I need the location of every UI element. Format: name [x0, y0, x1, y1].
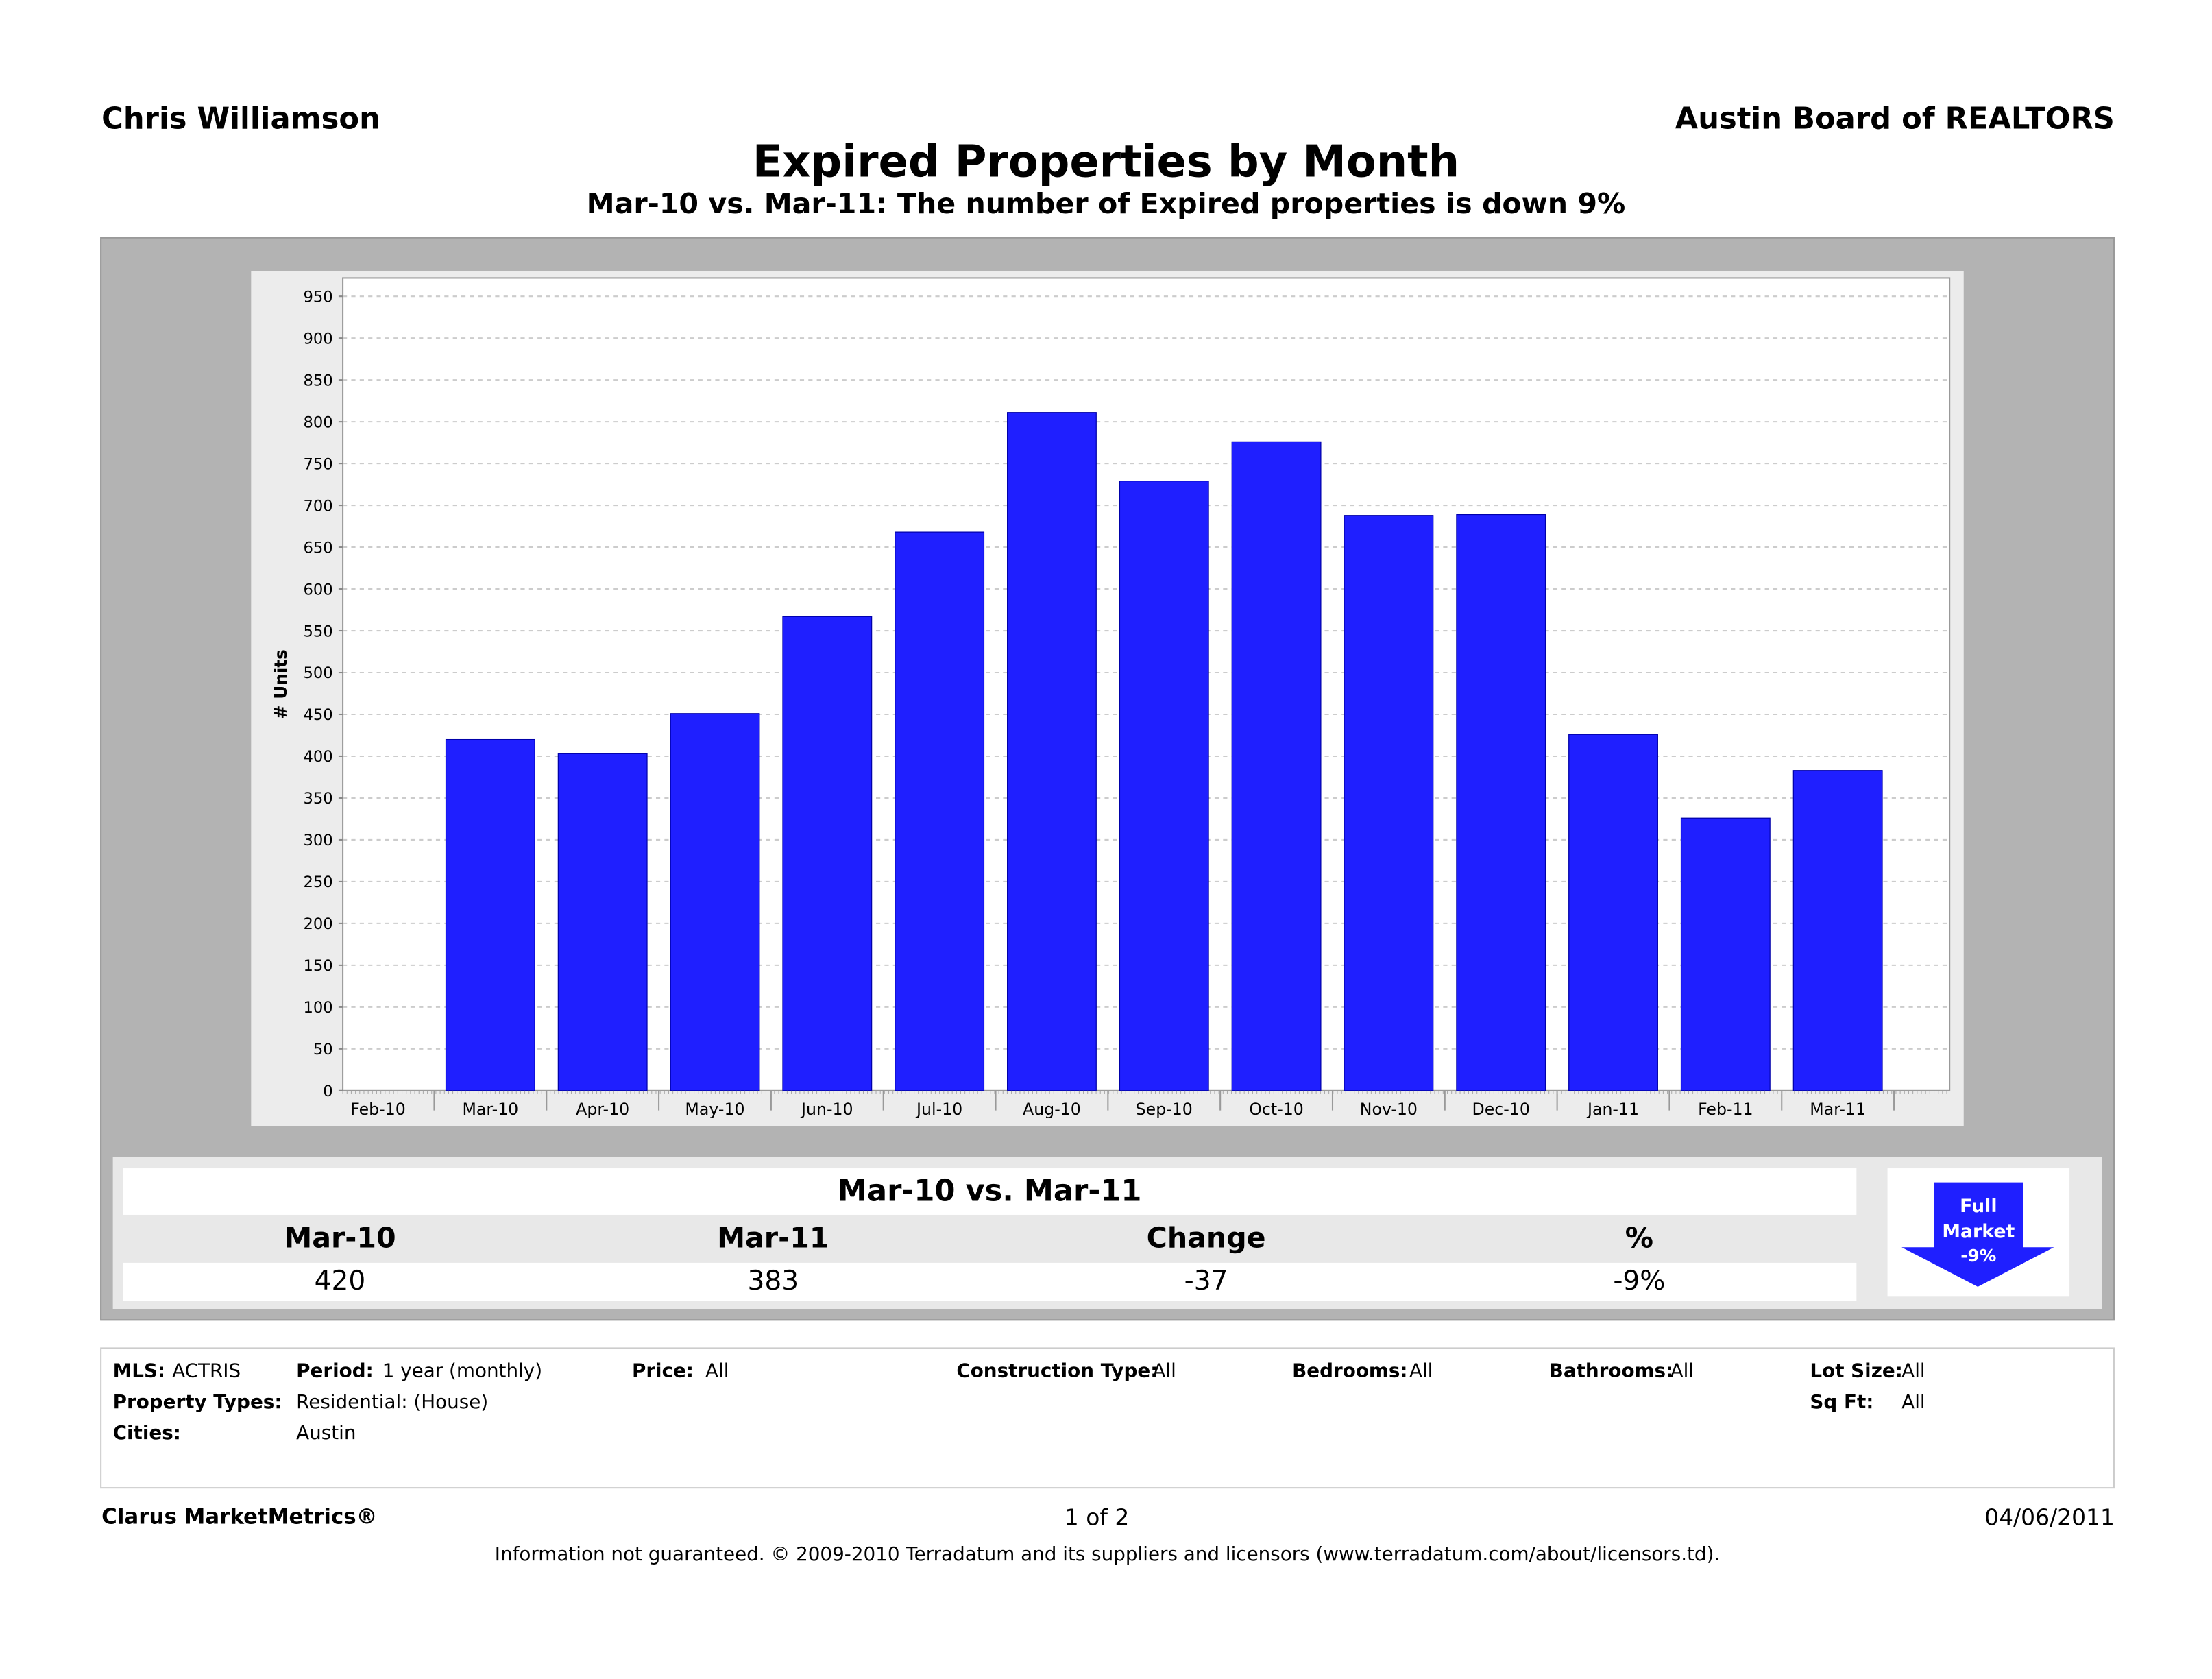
mls-label: MLS:: [112, 1360, 166, 1383]
y-tick-label: 650: [304, 539, 333, 557]
price-label: Price:: [631, 1360, 694, 1383]
badge-line2: Market: [1942, 1222, 2015, 1244]
bathrooms-label: Bathrooms:: [1548, 1360, 1674, 1383]
summary-table: Mar-10 vs. Mar-11 Mar-10 Mar-11 Change %…: [112, 1157, 2102, 1309]
y-tick-label: 800: [304, 413, 333, 431]
value-change: -37: [1184, 1266, 1228, 1297]
y-tick-label: 900: [304, 330, 333, 348]
board-name: Austin Board of REALTORS: [1675, 101, 2115, 136]
x-tick-label: Sep-10: [1136, 1100, 1193, 1119]
header-mar10: Mar-10: [284, 1220, 396, 1255]
construction-value: All: [1152, 1360, 1176, 1383]
disclaimer: Information not guaranteed. © 2009-2010 …: [494, 1543, 1721, 1567]
bar-jun-10: [782, 616, 873, 1091]
y-tick-label: 100: [304, 999, 333, 1017]
y-tick-label: 400: [304, 748, 333, 766]
x-tick-label: Apr-10: [576, 1100, 629, 1119]
filter-criteria: MLS: ACTRIS Period: 1 year (monthly) Pri…: [100, 1347, 2115, 1489]
y-tick-label: 350: [304, 790, 333, 808]
y-tick-label: 200: [304, 915, 333, 933]
y-tick-label: 0: [323, 1083, 332, 1100]
y-tick-label: 50: [313, 1041, 333, 1059]
x-tick-label: May-10: [685, 1100, 744, 1119]
bedrooms-value: All: [1409, 1360, 1433, 1383]
bar-jul-10: [895, 531, 985, 1091]
lot-size-value: All: [1901, 1360, 1925, 1383]
period-label: Period:: [296, 1360, 374, 1383]
bedrooms-label: Bedrooms:: [1292, 1360, 1408, 1383]
bar-jan-11: [1568, 734, 1658, 1091]
badge-line3: -9%: [1960, 1246, 1997, 1266]
chart-title: Expired Properties by Month: [752, 136, 1460, 188]
cities-value: Austin: [296, 1422, 356, 1445]
summary-header-row: Mar-10 Mar-11 Change %: [123, 1216, 1856, 1260]
x-tick-label: Jan-11: [1586, 1100, 1639, 1119]
x-tick-label: Jul-10: [915, 1100, 962, 1119]
y-tick-label: 600: [304, 581, 333, 599]
header-percent: %: [1625, 1220, 1654, 1255]
summary-title-row: Mar-10 vs. Mar-11: [123, 1168, 1857, 1215]
header-mar11: Mar-11: [717, 1220, 829, 1255]
mls-value: ACTRIS: [172, 1360, 241, 1383]
y-tick-label: 300: [304, 832, 333, 849]
y-tick-label: 500: [304, 664, 333, 682]
bar-nov-10: [1344, 515, 1434, 1091]
y-tick-label: 550: [304, 623, 333, 640]
y-axis-label: # Units: [271, 649, 291, 719]
summary-values-row: 420 383 -37 -9%: [123, 1262, 1857, 1301]
y-tick-label: 700: [304, 497, 333, 515]
bathrooms-value: All: [1670, 1360, 1694, 1383]
x-tick-label: Aug-10: [1023, 1100, 1081, 1119]
x-tick-label: Mar-11: [1810, 1100, 1866, 1119]
bar-may-10: [670, 713, 760, 1091]
x-tick-label: Dec-10: [1472, 1100, 1530, 1119]
sqft-value: All: [1901, 1391, 1925, 1414]
bar-apr-10: [557, 753, 648, 1091]
summary-title: Mar-10 vs. Mar-11: [837, 1174, 1142, 1208]
cities-label: Cities:: [112, 1422, 181, 1445]
brand-label: Clarus MarketMetrics®: [101, 1503, 378, 1530]
construction-label: Construction Type:: [956, 1360, 1158, 1383]
x-tick-label: Jun-10: [800, 1100, 853, 1119]
bar-mar-11: [1792, 770, 1883, 1091]
price-value: All: [705, 1360, 729, 1383]
bar-aug-10: [1007, 412, 1097, 1091]
y-tick-label: 950: [304, 288, 333, 306]
page-indicator: 1 of 2: [1064, 1503, 1130, 1531]
period-value: 1 year (monthly): [382, 1360, 543, 1383]
y-tick-label: 750: [304, 455, 333, 473]
header-change: Change: [1146, 1220, 1266, 1255]
x-tick-label: Feb-11: [1698, 1100, 1753, 1119]
value-mar10: 420: [314, 1266, 366, 1297]
property-types-label: Property Types:: [112, 1391, 282, 1414]
bar-feb-11: [1680, 817, 1771, 1091]
sqft-label: Sq Ft:: [1810, 1391, 1874, 1414]
bar-oct-10: [1231, 441, 1322, 1091]
x-tick-label: Oct-10: [1249, 1100, 1304, 1119]
y-tick-label: 450: [304, 706, 333, 724]
value-percent: -9%: [1613, 1266, 1666, 1297]
bar-chart: 0 50 100 150 200 250 300 350 400 450 500 550 600 650 7…: [271, 277, 1951, 1119]
agent-name: Chris Williamson: [101, 101, 380, 136]
y-tick-label: 250: [304, 873, 333, 891]
report-date: 04/06/2011: [1984, 1503, 2115, 1531]
x-tick-label: Mar-10: [462, 1100, 518, 1119]
bar-mar-10: [445, 738, 535, 1091]
y-tick-label: 850: [304, 372, 333, 389]
badge-line1: Full: [1960, 1196, 1997, 1218]
x-tick-label: Feb-10: [350, 1100, 406, 1119]
x-tick-label: Nov-10: [1360, 1100, 1418, 1119]
full-market-badge: Full Market -9%: [1887, 1168, 2070, 1297]
down-arrow-icon: [1901, 1182, 2054, 1287]
value-mar11: 383: [747, 1266, 799, 1297]
y-tick-label: 150: [304, 957, 333, 975]
property-types-value: Residential: (House): [296, 1391, 489, 1414]
bar-dec-10: [1456, 514, 1546, 1091]
bar-sep-10: [1119, 481, 1209, 1091]
chart-subtitle: Mar-10 vs. Mar-11: The number of Expired…: [586, 186, 1626, 221]
lot-size-label: Lot Size:: [1810, 1360, 1903, 1383]
